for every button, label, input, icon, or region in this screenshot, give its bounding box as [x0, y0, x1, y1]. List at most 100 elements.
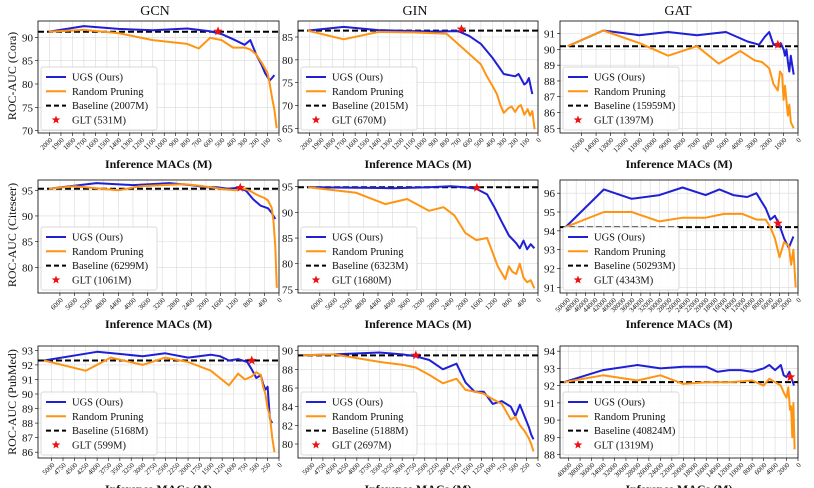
legend-glt-swatch	[51, 115, 61, 124]
y-tick-label: 80	[22, 79, 34, 91]
legend-glt-swatch	[573, 440, 583, 449]
legend-ugs-label: UGS (Ours)	[72, 233, 124, 244]
y-tick-label: 93	[544, 245, 556, 257]
series-line-random	[307, 29, 536, 130]
legend: UGS (Ours) Random Pruning Baseline (2007M)…	[40, 66, 158, 131]
y-tick-label: 94	[544, 226, 556, 238]
legend: UGS (Ours) Random Pruning Baseline (6323M)…	[300, 226, 418, 291]
y-tick-label: 93	[544, 363, 556, 375]
column-title-gcn: GCN	[140, 4, 170, 19]
legend-glt-label: GLT (599M)	[72, 441, 126, 452]
y-tick-label: 90	[22, 32, 34, 44]
legend-box	[562, 226, 680, 291]
y-tick-label: 82	[282, 420, 293, 432]
x-tick-label: 2000	[195, 296, 211, 312]
glt-marker	[785, 372, 796, 382]
x-tick-label: 14000	[583, 136, 601, 154]
plot-frame	[297, 345, 539, 459]
panel-r2c0: 5000475045004250400037503500325030002750…	[22, 345, 284, 488]
x-tick-label: 4000	[382, 296, 398, 312]
series-line-random	[43, 356, 276, 453]
legend-glt-swatch	[51, 275, 61, 284]
x-tick-label: 5200	[78, 296, 94, 312]
x-tick-label: 4800	[353, 296, 369, 312]
x-axis-label: Inference MACs (M)	[105, 157, 212, 171]
legend: UGS (Ours) Random Pruning Baseline (2015M)…	[300, 66, 418, 131]
legend-glt-label: GLT (1319M)	[594, 441, 654, 452]
legend-glt-swatch	[51, 440, 61, 449]
x-tick-label: 3200	[411, 296, 427, 312]
x-axis-label: Inference MACs (M)	[625, 157, 732, 171]
x-tick-label: 0	[535, 461, 543, 469]
x-tick-label: 0	[535, 296, 543, 304]
x-tick-label: 15000	[568, 136, 586, 154]
x-tick-label: 1200	[224, 296, 240, 312]
x-tick-label: 0	[276, 136, 284, 144]
x-tick-label: 1600	[469, 296, 485, 312]
y-tick-label: 91	[544, 398, 555, 410]
y-tick-label: 96	[544, 188, 556, 200]
x-tick-label: 0	[795, 136, 803, 144]
x-tick-label: 4400	[367, 296, 383, 312]
y-tick-label: 92	[544, 381, 555, 393]
legend-baseline-label: Baseline (6323M)	[332, 261, 409, 272]
y-tick-label: 80	[22, 262, 34, 274]
y-tick-label: 89	[22, 404, 34, 416]
column-title-gin: GIN	[403, 4, 428, 19]
legend-glt-swatch	[573, 115, 583, 124]
legend-random-label: Random Pruning	[594, 247, 666, 258]
series-line-ugs	[564, 186, 795, 249]
x-tick-label: 6000	[49, 296, 65, 312]
legend-baseline-label: Baseline (5188M)	[332, 426, 409, 437]
panel-r0c1: 2000190018001700160015001400130012001100…	[282, 20, 543, 171]
panel-r2c2: 4000038000360003400032000300002800026000…	[544, 345, 803, 488]
x-tick-label: 4000	[122, 296, 138, 312]
x-tick-label: 6000	[701, 136, 717, 152]
x-tick-label: 11000	[626, 136, 644, 154]
x-tick-label: 6000	[309, 296, 325, 312]
y-tick-label: 80	[282, 55, 294, 67]
row-label-cora: ROC-AUC (Cora)	[5, 32, 19, 120]
x-axis-label: Inference MACs (M)	[625, 317, 732, 331]
x-tick-label: 4800	[93, 296, 109, 312]
legend-baseline-label: Baseline (5168M)	[72, 426, 149, 437]
legend-box	[40, 391, 158, 456]
glt-marker	[773, 218, 783, 228]
legend-random-label: Random Pruning	[594, 87, 666, 98]
plot-frame	[559, 179, 799, 294]
legend-box	[300, 391, 418, 456]
series-line-ugs	[308, 185, 536, 251]
y-tick-label: 90	[544, 415, 556, 427]
legend-box	[562, 66, 680, 131]
legend-glt-swatch	[311, 275, 321, 284]
glt-marker	[773, 39, 783, 49]
x-tick-label: 7000	[686, 136, 702, 152]
y-tick-label: 93	[22, 345, 34, 357]
panels-group: 2000190018001700160015001400130012001100…	[22, 20, 803, 488]
y-tick-label: 70	[22, 126, 34, 138]
y-tick-label: 85	[282, 32, 294, 44]
legend-glt-label: GLT (1061M)	[72, 276, 132, 287]
y-tick-label: 88	[22, 418, 34, 430]
legend-ugs-label: UGS (Ours)	[594, 73, 646, 84]
x-tick-label: 250	[518, 461, 531, 474]
y-tick-label: 75	[282, 284, 294, 296]
legend-glt-swatch	[311, 115, 321, 124]
x-tick-label: 0	[535, 136, 543, 144]
legend-box	[300, 66, 418, 131]
x-tick-label: 2000	[455, 296, 471, 312]
row-label-citeseer: ROC-AUC (Citeseer)	[5, 183, 19, 287]
legend-baseline-label: Baseline (50293M)	[594, 261, 676, 272]
legend-baseline-label: Baseline (2007M)	[72, 101, 149, 112]
x-tick-label: 400	[256, 296, 269, 309]
x-axis-label: Inference MACs (M)	[105, 317, 212, 331]
x-axis-label: Inference MACs (M)	[364, 482, 471, 488]
y-tick-label: 86	[22, 447, 34, 459]
legend-ugs-label: UGS (Ours)	[594, 398, 646, 409]
legend-glt-swatch	[311, 440, 321, 449]
panel-r2c1: 5000475045004250400037503500325030002750…	[282, 345, 543, 488]
x-tick-label: 3600	[396, 296, 412, 312]
y-tick-label: 85	[544, 123, 556, 135]
x-tick-label: 1000	[773, 136, 789, 152]
series-line-ugs	[563, 364, 795, 386]
